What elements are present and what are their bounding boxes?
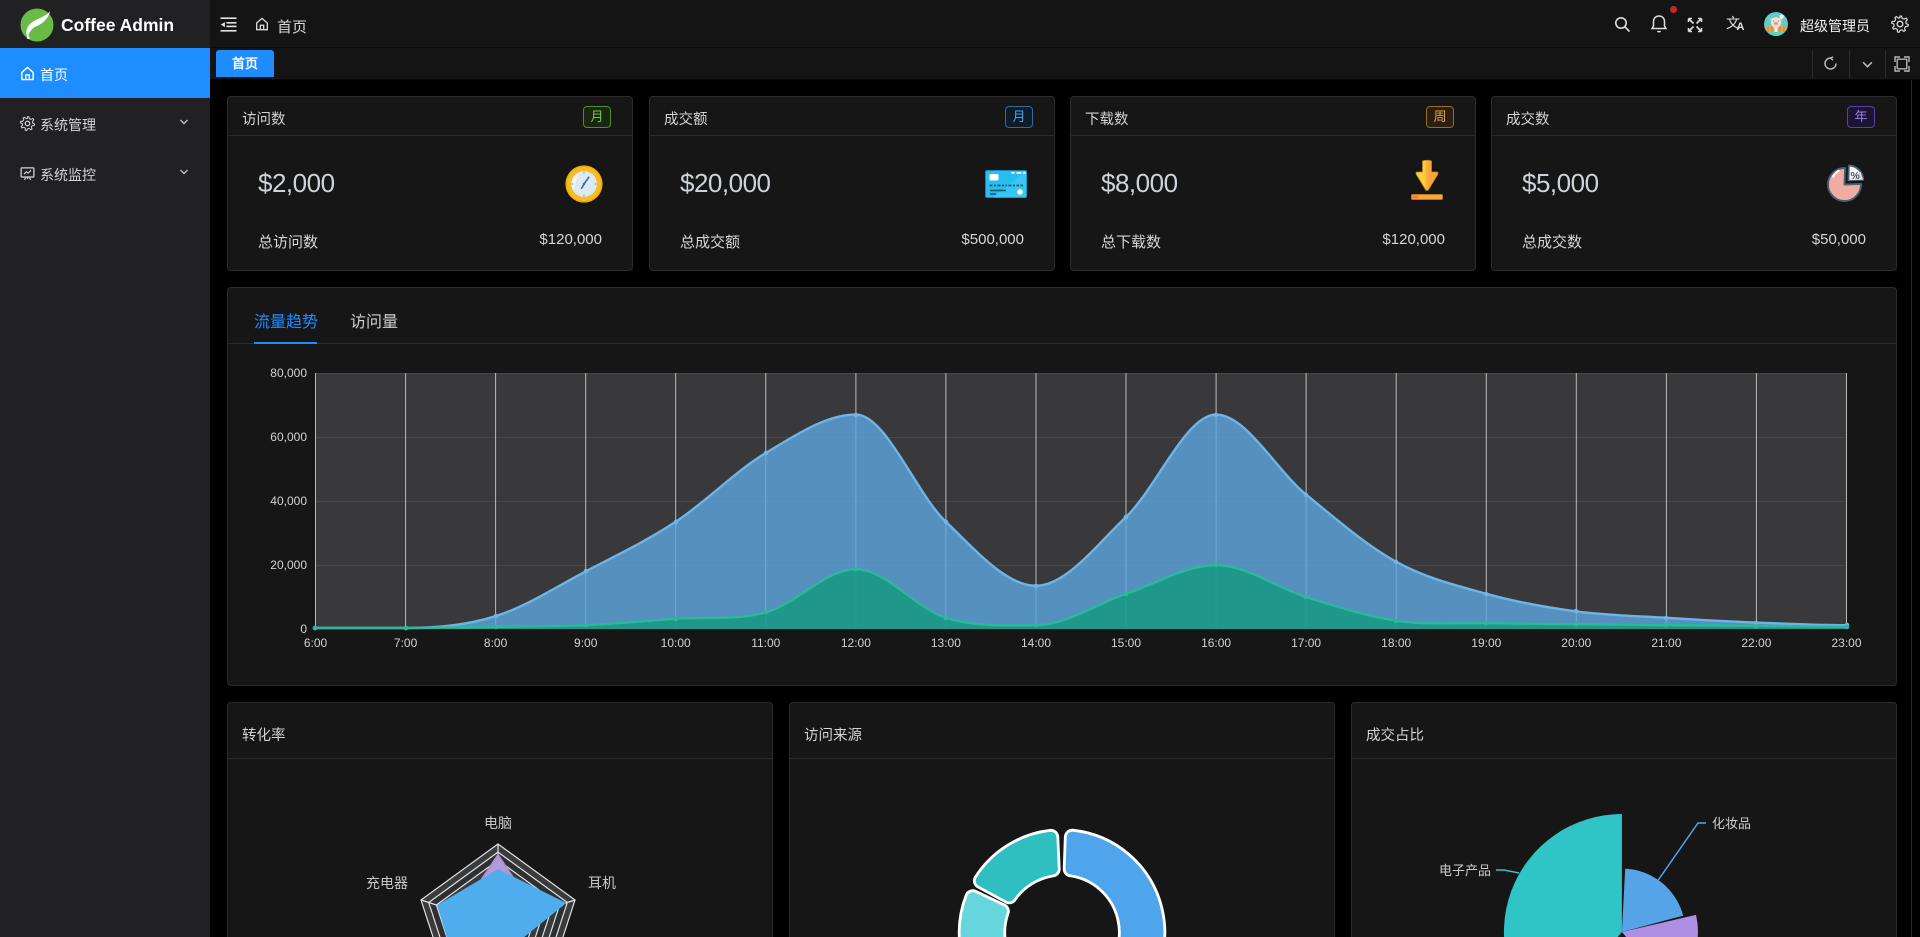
svg-text:9:00: 9:00 bbox=[574, 636, 598, 650]
svg-text:80,000: 80,000 bbox=[270, 366, 307, 380]
svg-text:11:00: 11:00 bbox=[751, 636, 780, 650]
svg-text:耳机: 耳机 bbox=[588, 875, 616, 891]
svg-text:18:00: 18:00 bbox=[1381, 636, 1411, 650]
svg-text:22:00: 22:00 bbox=[1741, 636, 1771, 650]
svg-text:21:00: 21:00 bbox=[1651, 636, 1681, 650]
svg-text:23:00: 23:00 bbox=[1831, 636, 1861, 650]
svg-text:7:00: 7:00 bbox=[394, 636, 418, 650]
svg-text:12:00: 12:00 bbox=[841, 636, 871, 650]
svg-text:电子产品: 电子产品 bbox=[1439, 863, 1491, 878]
svg-text:20:00: 20:00 bbox=[1561, 636, 1591, 650]
svg-text:8:00: 8:00 bbox=[484, 636, 508, 650]
svg-text:20,000: 20,000 bbox=[270, 558, 307, 572]
svg-text:14:00: 14:00 bbox=[1021, 636, 1051, 650]
svg-text:化妆品: 化妆品 bbox=[1712, 816, 1751, 831]
svg-text:%: % bbox=[1851, 170, 1861, 182]
svg-text:0: 0 bbox=[300, 622, 307, 636]
svg-text:电脑: 电脑 bbox=[484, 815, 512, 831]
svg-text:17:00: 17:00 bbox=[1291, 636, 1321, 650]
svg-text:15:00: 15:00 bbox=[1111, 636, 1141, 650]
svg-text:充电器: 充电器 bbox=[366, 875, 408, 891]
svg-text:60,000: 60,000 bbox=[270, 430, 307, 444]
svg-text:10:00: 10:00 bbox=[661, 636, 691, 650]
svg-text:6:00: 6:00 bbox=[304, 636, 328, 650]
svg-text:13:00: 13:00 bbox=[931, 636, 961, 650]
svg-text:40,000: 40,000 bbox=[270, 494, 307, 508]
svg-text:16:00: 16:00 bbox=[1201, 636, 1231, 650]
svg-text:19:00: 19:00 bbox=[1471, 636, 1501, 650]
